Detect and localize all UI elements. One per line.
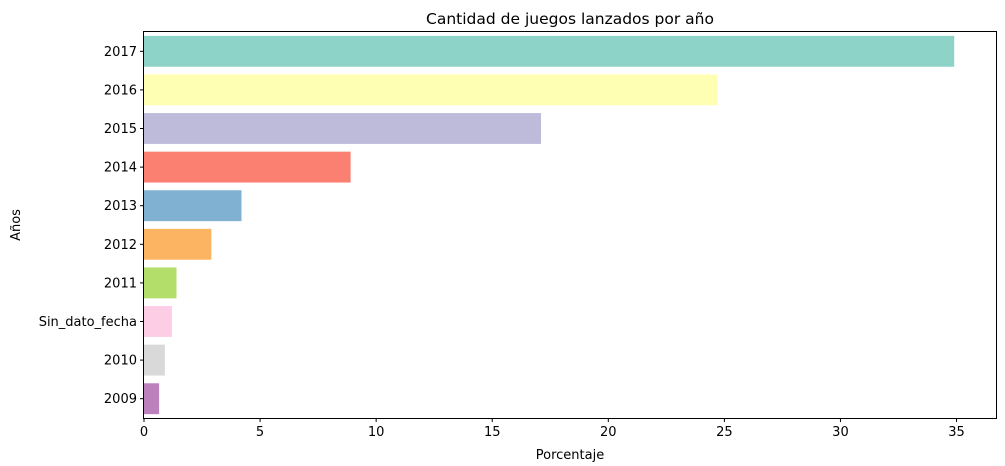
y-tick-label: 2014 xyxy=(104,161,137,176)
bar-2012 xyxy=(144,228,212,260)
plot-frame xyxy=(143,31,997,419)
bar-2013 xyxy=(144,190,242,222)
x-tick-label: 5 xyxy=(256,425,264,440)
x-tick-label: 15 xyxy=(484,425,501,440)
y-tick-label: 2010 xyxy=(104,354,137,369)
y-tick-label: 2017 xyxy=(104,45,137,60)
bar-2014 xyxy=(144,151,351,183)
bar-2009 xyxy=(144,383,160,415)
x-tick-label: 35 xyxy=(948,425,965,440)
bars-group xyxy=(144,35,955,415)
bar-2016 xyxy=(144,74,718,106)
y-tick-label: Sin_dato_fecha xyxy=(39,315,137,330)
x-tick-label: 10 xyxy=(368,425,385,440)
y-tick-label: 2012 xyxy=(104,238,137,253)
bar-Sin_dato_fecha xyxy=(144,306,172,337)
bar-2017 xyxy=(144,35,955,67)
bar-2011 xyxy=(144,267,177,299)
chart-title: Cantidad de juegos lanzados por año xyxy=(426,10,714,28)
y-tick-label: 2011 xyxy=(104,276,137,291)
x-axis-label: Porcentaje xyxy=(536,448,604,463)
x-tick-label: 20 xyxy=(600,425,617,440)
y-tick-label: 2015 xyxy=(104,122,137,137)
x-tick-label: 30 xyxy=(832,425,849,440)
y-tick-label: 2016 xyxy=(104,83,137,98)
y-axis-label: Años xyxy=(9,209,24,241)
x-axis-ticks: 0 5 10 15 20 25 30 35 xyxy=(140,418,965,440)
bar-2015 xyxy=(144,113,541,144)
y-tick-label: 2013 xyxy=(104,199,137,214)
y-tick-label: 2009 xyxy=(104,392,137,407)
x-tick-label: 25 xyxy=(716,425,733,440)
x-tick-label: 0 xyxy=(140,425,148,440)
y-axis-ticks: 2017 2016 2015 2014 2013 2012 2011 Sin_dato_fec… xyxy=(39,45,144,407)
bar-2010 xyxy=(144,344,165,376)
